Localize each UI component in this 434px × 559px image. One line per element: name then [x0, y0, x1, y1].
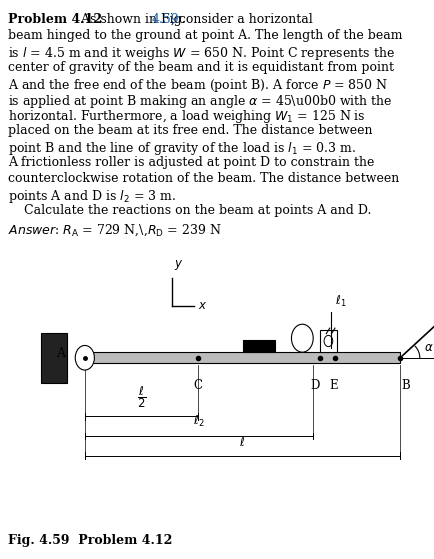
Circle shape — [75, 345, 94, 370]
Text: placed on the beam at its free end. The distance between: placed on the beam at its free end. The … — [8, 125, 372, 138]
Text: $\dfrac{\ell}{2}$: $\dfrac{\ell}{2}$ — [136, 384, 146, 410]
Circle shape — [323, 335, 332, 347]
Text: As shown in Fig.: As shown in Fig. — [77, 13, 190, 26]
Text: Problem 4.12: Problem 4.12 — [8, 13, 102, 26]
Text: D: D — [310, 379, 319, 392]
Text: , consider a horizontal: , consider a horizontal — [171, 13, 312, 26]
Text: B: B — [400, 379, 409, 392]
Text: Calculate the reactions on the beam at points A and D.: Calculate the reactions on the beam at p… — [8, 204, 370, 217]
Text: C: C — [193, 379, 202, 392]
Text: A: A — [56, 347, 65, 360]
Text: $\ell_1$: $\ell_1$ — [334, 294, 345, 309]
Text: A frictionless roller is adjusted at point D to constrain the: A frictionless roller is adjusted at poi… — [8, 157, 373, 169]
Text: center of gravity of the beam and it is equidistant from point: center of gravity of the beam and it is … — [8, 61, 393, 74]
Bar — [85, 352, 399, 363]
Text: E: E — [329, 379, 337, 392]
Bar — [319, 330, 336, 352]
Bar — [242, 340, 274, 352]
Text: point B and the line of gravity of the load is $l_1$ = 0.3 m.: point B and the line of gravity of the l… — [8, 140, 355, 157]
Text: points A and D is $l_2$ = 3 m.: points A and D is $l_2$ = 3 m. — [8, 188, 176, 205]
Text: 4.59: 4.59 — [151, 13, 179, 26]
Text: Fig. 4.59  Problem 4.12: Fig. 4.59 Problem 4.12 — [8, 534, 172, 547]
Text: $\ell_2$: $\ell_2$ — [193, 414, 204, 429]
Text: counterclockwise rotation of the beam. The distance between: counterclockwise rotation of the beam. T… — [8, 172, 398, 185]
Text: $x$: $x$ — [197, 299, 207, 312]
Text: $\mathit{Answer}$: $R_\mathrm{A}$ = 729 N,\,$R_\mathrm{D}$ = 239 N: $\mathit{Answer}$: $R_\mathrm{A}$ = 729 … — [8, 222, 221, 238]
Text: $y$: $y$ — [174, 258, 183, 272]
Text: A and the free end of the beam (point B). A force $P$ = 850 N: A and the free end of the beam (point B)… — [8, 77, 387, 93]
Text: $\ell$: $\ell$ — [239, 436, 245, 449]
Text: is applied at point B making an angle $\alpha$ = 45\u00b0 with the: is applied at point B making an angle $\… — [8, 92, 391, 110]
Text: beam hinged to the ground at point A. The length of the beam: beam hinged to the ground at point A. Th… — [8, 29, 401, 42]
Bar — [41, 333, 67, 383]
Text: is $l$ = 4.5 m and it weighs $W$ = 650 N. Point C represents the: is $l$ = 4.5 m and it weighs $W$ = 650 N… — [8, 45, 394, 61]
Circle shape — [291, 324, 312, 352]
Text: $\alpha$: $\alpha$ — [423, 341, 433, 354]
Text: horizontal. Furthermore, a load weighing $W_1$ = 125 N is: horizontal. Furthermore, a load weighing… — [8, 108, 365, 125]
